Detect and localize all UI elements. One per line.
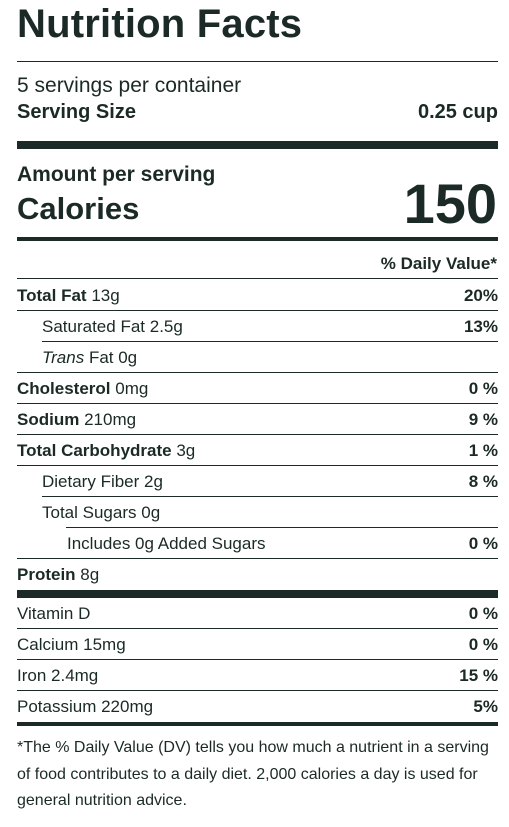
row-divider bbox=[17, 434, 498, 435]
nutrient-dv: 1 % bbox=[468, 440, 498, 460]
vitamin-name: Vitamin D bbox=[17, 603, 91, 623]
calories-label: Calories bbox=[17, 191, 140, 226]
nutrient-name: Dietary Fiber 2g bbox=[42, 471, 163, 491]
nutrient-row-cholesterol: Cholesterol 0mg 0 % bbox=[17, 373, 498, 404]
medium-divider bbox=[17, 722, 498, 726]
thick-divider bbox=[17, 590, 498, 598]
row-divider bbox=[66, 527, 498, 528]
vitamin-name: Calcium 15mg bbox=[17, 634, 126, 654]
row-divider bbox=[42, 496, 498, 497]
label-title: Nutrition Facts bbox=[17, 2, 303, 46]
nutrient-row-total-carbohydrate: Total Carbohydrate 3g 1 % bbox=[17, 435, 498, 466]
nutrient-row-protein: Protein 8g bbox=[17, 559, 498, 590]
vitamin-row-calcium: Calcium 15mg 0 % bbox=[17, 629, 498, 660]
vitamin-row-vitamin-d: Vitamin D 0 % bbox=[17, 598, 498, 629]
nutrient-name: Saturated Fat 2.5g bbox=[42, 316, 183, 336]
nutrient-row-total-fat: Total Fat 13g 20% bbox=[17, 280, 498, 311]
row-divider bbox=[17, 465, 498, 466]
amount-per-serving: Amount per serving bbox=[17, 163, 216, 186]
nutrient-dv: 13% bbox=[463, 316, 498, 336]
row-divider bbox=[17, 659, 498, 660]
row-divider bbox=[17, 372, 498, 373]
nutrient-dv: 9 % bbox=[468, 409, 498, 429]
nutrient-name: Protein 8g bbox=[17, 564, 100, 584]
vitamin-name: Iron 2.4mg bbox=[17, 665, 99, 685]
nutrient-name: Includes 0g Added Sugars bbox=[67, 533, 266, 553]
row-divider bbox=[17, 558, 498, 559]
daily-value-header: % Daily Value* bbox=[380, 254, 497, 273]
row-divider bbox=[42, 341, 498, 342]
vitamin-name: Potassium 220mg bbox=[17, 696, 154, 716]
serving-size-row: Serving Size 0.25 cup bbox=[17, 101, 498, 124]
row-divider bbox=[17, 690, 498, 691]
servings-per-container: 5 servings per container bbox=[17, 74, 242, 97]
thick-divider bbox=[17, 141, 498, 149]
nutrient-row-sodium: Sodium 210mg 9 % bbox=[17, 404, 498, 435]
row-divider bbox=[17, 628, 498, 629]
nutrient-name: Total Carbohydrate 3g bbox=[17, 440, 196, 460]
nutrient-name: Total Fat 13g bbox=[17, 285, 120, 305]
row-divider bbox=[17, 403, 498, 404]
nutrient-row-trans-fat: Trans Fat 0g bbox=[17, 342, 498, 373]
vitamin-dv: 0 % bbox=[468, 603, 498, 623]
nutrient-row-added-sugars: Includes 0g Added Sugars 0 % bbox=[17, 528, 498, 559]
nutrient-row-saturated-fat: Saturated Fat 2.5g 13% bbox=[17, 311, 498, 342]
nutrient-name: Total Sugars 0g bbox=[42, 502, 161, 522]
nutrient-dv: 8 % bbox=[468, 471, 498, 491]
vitamin-dv: 0 % bbox=[468, 634, 498, 654]
nutrient-name: Sodium 210mg bbox=[17, 409, 137, 429]
calories-value: 150 bbox=[403, 172, 497, 235]
row-divider bbox=[17, 278, 498, 279]
serving-size-value: 0.25 cup bbox=[417, 101, 498, 123]
nutrient-dv: 0 % bbox=[468, 378, 498, 398]
daily-value-footnote: *The % Daily Value (DV) tells you how mu… bbox=[17, 739, 489, 809]
row-divider bbox=[17, 310, 498, 311]
vitamin-dv: 15 % bbox=[459, 665, 498, 685]
nutrient-row-total-sugars: Total Sugars 0g bbox=[17, 497, 498, 528]
vitamin-row-potassium: Potassium 220mg 5% bbox=[17, 691, 498, 722]
nutrient-name: Trans Fat 0g bbox=[42, 347, 138, 367]
medium-divider bbox=[17, 237, 498, 241]
title-divider bbox=[17, 61, 498, 62]
nutrient-row-dietary-fiber: Dietary Fiber 2g 8 % bbox=[17, 466, 498, 497]
nutrient-dv: 0 % bbox=[468, 533, 498, 553]
vitamin-row-iron: Iron 2.4mg 15 % bbox=[17, 660, 498, 691]
vitamin-dv: 5% bbox=[473, 696, 498, 716]
nutrient-dv: 20% bbox=[463, 285, 498, 305]
serving-size-label: Serving Size bbox=[17, 101, 136, 123]
nutrient-name: Cholesterol 0mg bbox=[17, 378, 149, 398]
